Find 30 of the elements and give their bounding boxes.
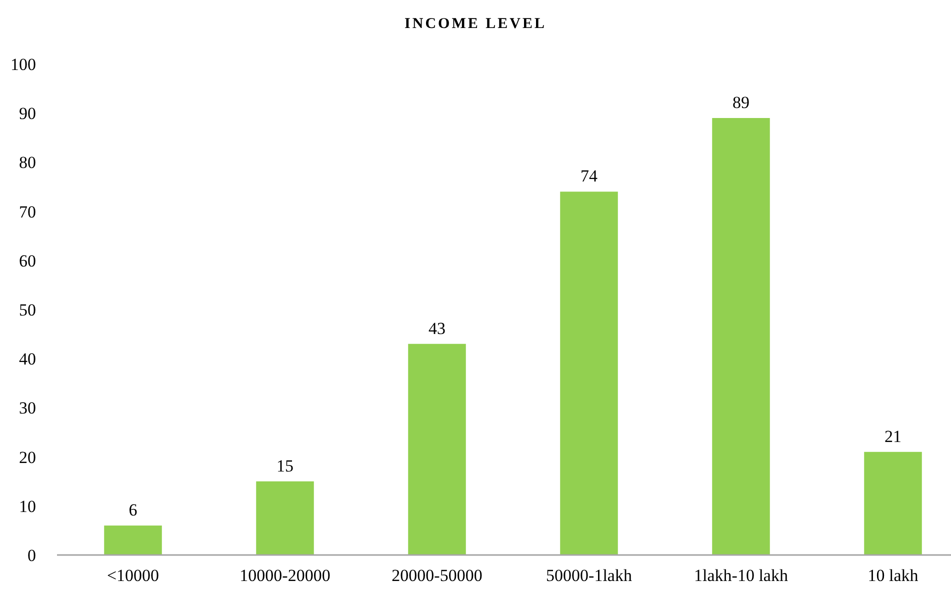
x-tick-label: 50000-1lakh — [546, 566, 632, 585]
y-tick-label: 100 — [10, 54, 36, 74]
y-tick-label: 20 — [19, 448, 36, 467]
x-tick-label: 10000-20000 — [240, 566, 330, 585]
y-tick-label: 50 — [19, 300, 36, 320]
data-label: 21 — [884, 426, 902, 446]
bar — [256, 481, 314, 555]
y-tick-label: 30 — [19, 398, 36, 418]
y-tick-label: 70 — [19, 202, 36, 222]
y-tick-label: 0 — [28, 546, 36, 565]
bar — [104, 526, 162, 555]
x-tick-label: 1lakh-10 lakh — [694, 566, 788, 585]
bar — [712, 118, 770, 555]
x-tick-label: 10 lakh — [868, 566, 919, 585]
bar — [408, 344, 466, 555]
y-tick-label: 90 — [19, 104, 36, 124]
bar — [864, 452, 922, 555]
data-label: 89 — [732, 93, 750, 112]
x-tick-label: <10000 — [106, 566, 160, 585]
x-tick-label: 20000-50000 — [392, 566, 482, 585]
chart-title: INCOME LEVEL — [404, 16, 546, 32]
y-tick-label: 10 — [19, 496, 36, 516]
data-label: 74 — [580, 166, 598, 186]
data-label: 6 — [128, 500, 138, 520]
data-label: 15 — [276, 456, 294, 476]
bar — [560, 192, 618, 555]
data-label: 43 — [428, 318, 446, 338]
y-tick-label: 80 — [19, 153, 36, 172]
y-tick-label: 40 — [19, 350, 36, 369]
y-tick-label: 60 — [19, 251, 36, 270]
